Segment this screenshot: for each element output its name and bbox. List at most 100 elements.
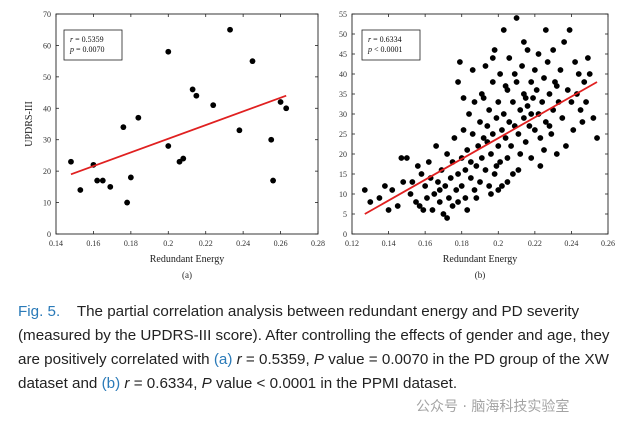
data-point xyxy=(127,174,134,181)
data-point xyxy=(531,67,538,73)
data-point xyxy=(361,187,368,193)
data-point xyxy=(283,105,290,112)
data-point xyxy=(502,135,509,141)
y-tick-label: 5 xyxy=(343,210,347,219)
x-tick-label: 0.2 xyxy=(493,239,503,248)
x-tick-label: 0.26 xyxy=(601,239,615,248)
plot-frame xyxy=(55,13,319,235)
data-point xyxy=(464,207,471,213)
x-tick-label: 0.16 xyxy=(86,239,100,248)
stats-line: r = 0.6334 xyxy=(368,35,402,44)
data-point xyxy=(400,179,407,185)
data-point xyxy=(542,27,549,33)
panel-b-ref[interactable]: (b) xyxy=(101,375,121,392)
data-point xyxy=(165,143,172,149)
y-tick-label: 40 xyxy=(339,70,347,79)
data-point xyxy=(510,99,516,105)
data-point xyxy=(502,83,509,89)
data-point xyxy=(528,155,535,161)
fig-label: Fig. 5. xyxy=(18,303,61,320)
data-point xyxy=(460,95,467,101)
fit-line xyxy=(70,94,287,176)
data-point xyxy=(524,103,531,109)
data-point xyxy=(559,115,566,121)
data-point xyxy=(583,99,589,105)
data-point xyxy=(436,187,443,193)
p-a-var: P xyxy=(313,351,325,368)
data-point xyxy=(528,111,535,117)
y-tick-label: 35 xyxy=(339,90,347,99)
data-point xyxy=(460,127,467,133)
data-point xyxy=(473,163,480,169)
data-point xyxy=(484,123,491,129)
y-tick-label: 50 xyxy=(339,30,347,39)
data-point xyxy=(513,79,520,85)
stats-var: r xyxy=(70,35,74,44)
figure-caption: Fig. 5. The partial correlation analysis… xyxy=(18,300,630,396)
data-point xyxy=(568,99,575,105)
data-point xyxy=(522,139,529,145)
data-point xyxy=(553,83,560,89)
data-point xyxy=(385,207,392,213)
p-b-var: P xyxy=(201,375,212,392)
data-point xyxy=(469,131,476,137)
data-point xyxy=(491,47,498,53)
data-point xyxy=(440,211,447,217)
data-point xyxy=(236,127,243,134)
y-tick-label: 30 xyxy=(43,136,51,145)
y-tick-label: 20 xyxy=(43,167,51,176)
data-point xyxy=(517,107,524,113)
data-point xyxy=(436,199,443,205)
data-point xyxy=(165,48,172,55)
data-point xyxy=(477,119,483,125)
data-point xyxy=(444,151,450,157)
y-tick-label: 0 xyxy=(343,230,347,239)
data-point xyxy=(435,179,441,185)
data-point xyxy=(442,183,449,189)
data-point xyxy=(99,177,106,184)
data-point xyxy=(486,107,493,113)
stats-line: r = 0.5359 xyxy=(70,35,104,44)
panel-a-ref[interactable]: (a) xyxy=(213,351,233,368)
y-tick-label: 10 xyxy=(339,190,347,199)
data-point xyxy=(471,99,478,105)
data-point xyxy=(515,131,522,137)
stats-line: p = 0.0070 xyxy=(69,45,105,54)
y-tick-label: 0 xyxy=(47,230,51,239)
data-point xyxy=(537,135,544,141)
data-point xyxy=(467,159,474,165)
data-point xyxy=(107,183,114,190)
panel-label: (b) xyxy=(475,270,486,280)
data-point xyxy=(526,123,533,129)
data-point xyxy=(466,111,472,117)
y-tick-label: 30 xyxy=(339,110,347,119)
data-point xyxy=(522,95,529,101)
data-point xyxy=(458,183,465,189)
data-point xyxy=(584,55,591,61)
data-point xyxy=(575,71,582,77)
data-point xyxy=(488,191,494,197)
stats-var: r xyxy=(368,35,372,44)
data-point xyxy=(497,159,504,165)
data-point xyxy=(449,203,456,209)
data-point xyxy=(180,155,187,162)
data-point xyxy=(590,115,597,121)
data-point xyxy=(594,135,600,141)
x-tick-label: 0.14 xyxy=(49,239,63,248)
data-point xyxy=(480,135,487,141)
data-point xyxy=(453,187,460,193)
stats-box xyxy=(361,29,421,61)
data-point xyxy=(557,67,564,73)
data-point xyxy=(425,159,432,165)
x-tick-label: 0.22 xyxy=(199,239,213,248)
x-tick-label: 0.28 xyxy=(311,239,325,248)
data-point xyxy=(403,155,410,161)
data-point xyxy=(451,135,458,141)
data-point xyxy=(504,179,511,185)
stats-value: = 0.0070 xyxy=(74,45,105,54)
data-point xyxy=(537,163,544,169)
y-tick-label: 15 xyxy=(339,170,347,179)
data-point xyxy=(541,75,547,81)
stats-value: = 0.5359 xyxy=(73,35,104,44)
x-tick-label: 0.24 xyxy=(236,239,250,248)
